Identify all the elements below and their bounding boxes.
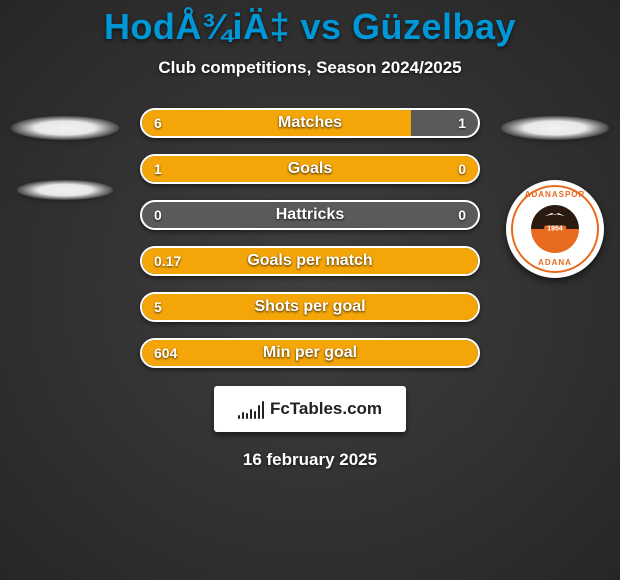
badge-year: 1954 xyxy=(544,226,566,233)
stat-bars: 6Matches11Goals00Hattricks00.17Goals per… xyxy=(140,108,480,368)
comparison-stage: 6Matches11Goals00Hattricks00.17Goals per… xyxy=(0,108,620,368)
badge-top-text: ADANASPOR xyxy=(513,190,597,199)
stat-label: Goals per match xyxy=(142,248,478,274)
badge-bottom-text: ADANA xyxy=(513,258,597,267)
page-title: HodÅ¾iÄ‡ vs Güzelbay xyxy=(0,6,620,48)
footer-date: 16 february 2025 xyxy=(0,450,620,470)
stat-right-value: 1 xyxy=(458,110,466,136)
stat-bar: 0.17Goals per match xyxy=(140,246,480,276)
brand-box: FcTables.com xyxy=(214,386,406,432)
club-badge-inner: ADANASPOR 1954 ADANA xyxy=(511,185,599,273)
stat-bar: 6Matches1 xyxy=(140,108,480,138)
stat-label: Min per goal xyxy=(142,340,478,366)
badge-center: 1954 xyxy=(531,205,579,253)
brand-chart-bar xyxy=(262,401,264,419)
brand-text: FcTables.com xyxy=(270,399,382,419)
brand-chart-bar xyxy=(246,413,248,419)
brand-chart-bar xyxy=(258,405,260,419)
stat-right-value: 0 xyxy=(458,156,466,182)
stat-bar: 5Shots per goal xyxy=(140,292,480,322)
page-subtitle: Club competitions, Season 2024/2025 xyxy=(0,58,620,78)
right-player-col: ADANASPOR 1954 ADANA xyxy=(500,108,610,278)
left-player-col xyxy=(10,108,120,200)
stat-right-value: 0 xyxy=(458,202,466,228)
brand-chart-bar xyxy=(242,412,244,419)
stat-bar: 604Min per goal xyxy=(140,338,480,368)
brand-chart-bar xyxy=(250,409,252,419)
player-shadow xyxy=(11,116,119,140)
brand-chart-bar xyxy=(238,415,240,419)
club-badge: ADANASPOR 1954 ADANA xyxy=(506,180,604,278)
stat-label: Shots per goal xyxy=(142,294,478,320)
stat-bar: 1Goals0 xyxy=(140,154,480,184)
bird-icon xyxy=(544,210,566,220)
player-shadow xyxy=(501,116,609,140)
stat-label: Matches xyxy=(142,110,478,136)
brand-chart-bar xyxy=(254,411,256,419)
header: HodÅ¾iÄ‡ vs Güzelbay Club competitions, … xyxy=(0,0,620,78)
brand-chart-icon xyxy=(238,399,264,419)
stat-bar: 0Hattricks0 xyxy=(140,200,480,230)
stat-label: Goals xyxy=(142,156,478,182)
stat-label: Hattricks xyxy=(142,202,478,228)
player-shadow xyxy=(17,180,113,200)
